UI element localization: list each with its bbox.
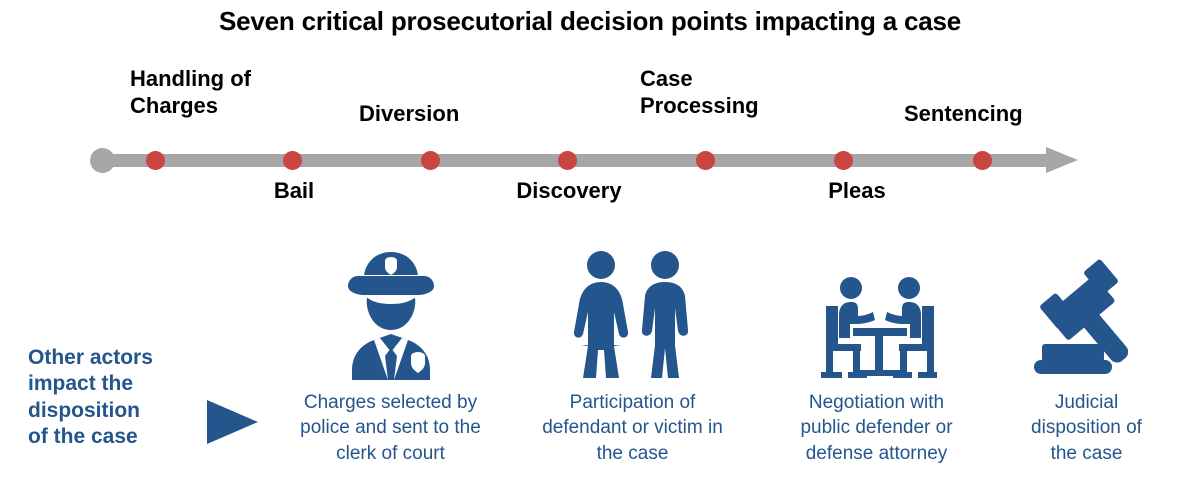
actor-caption-gavel: Judicial disposition of the case <box>1031 392 1142 464</box>
gavel-icon <box>979 240 1180 380</box>
actor-column-people: Participation of defendant or victim in … <box>525 240 740 466</box>
timeline-dot-5[interactable] <box>695 151 715 170</box>
page-title: Seven critical prosecutorial decision po… <box>218 6 962 36</box>
timeline-label-handling-of-charges: Handling of Charges <box>130 66 251 118</box>
actor-caption-people: Participation of defendant or victim in … <box>542 392 723 464</box>
other-actors-note: Other actors impact the disposition of t… <box>28 346 153 449</box>
timeline-dot-3[interactable] <box>420 151 440 170</box>
timeline-label-sentencing: Sentencing <box>904 101 1023 126</box>
timeline-start-dot <box>90 148 115 173</box>
timeline-dot-7[interactable] <box>972 151 992 170</box>
timeline-dot-4[interactable] <box>557 151 577 170</box>
timeline-dot-6[interactable] <box>833 151 853 170</box>
actor-caption-police: Charges selected by police and sent to t… <box>300 392 481 464</box>
timeline-label-discovery: Discovery <box>516 178 622 203</box>
actor-column-police: Charges selected by police and sent to t… <box>283 240 498 466</box>
timeline-label-case-processing: Case Processing <box>640 66 759 118</box>
flow-arrow-icon <box>207 400 258 444</box>
actor-column-negotiation: Negotiation with public defender or defe… <box>769 240 984 466</box>
timeline-label-pleas: Pleas <box>828 178 886 203</box>
two-people-icon <box>525 240 740 380</box>
actor-column-gavel: Judicial disposition of the case <box>979 240 1180 466</box>
timeline: Handling of Charges Diversion Case Proce… <box>0 60 1180 220</box>
police-officer-icon <box>283 240 498 380</box>
actor-caption-negotiation: Negotiation with public defender or defe… <box>800 392 953 464</box>
other-actors-section: Other actors impact the disposition of t… <box>0 240 1180 495</box>
timeline-label-diversion: Diversion <box>359 101 460 126</box>
timeline-dot-1[interactable] <box>145 151 165 170</box>
negotiation-table-icon <box>769 240 984 380</box>
timeline-dot-2[interactable] <box>282 151 302 170</box>
timeline-label-bail: Bail <box>273 178 315 203</box>
timeline-arrowhead-icon <box>1046 147 1078 173</box>
